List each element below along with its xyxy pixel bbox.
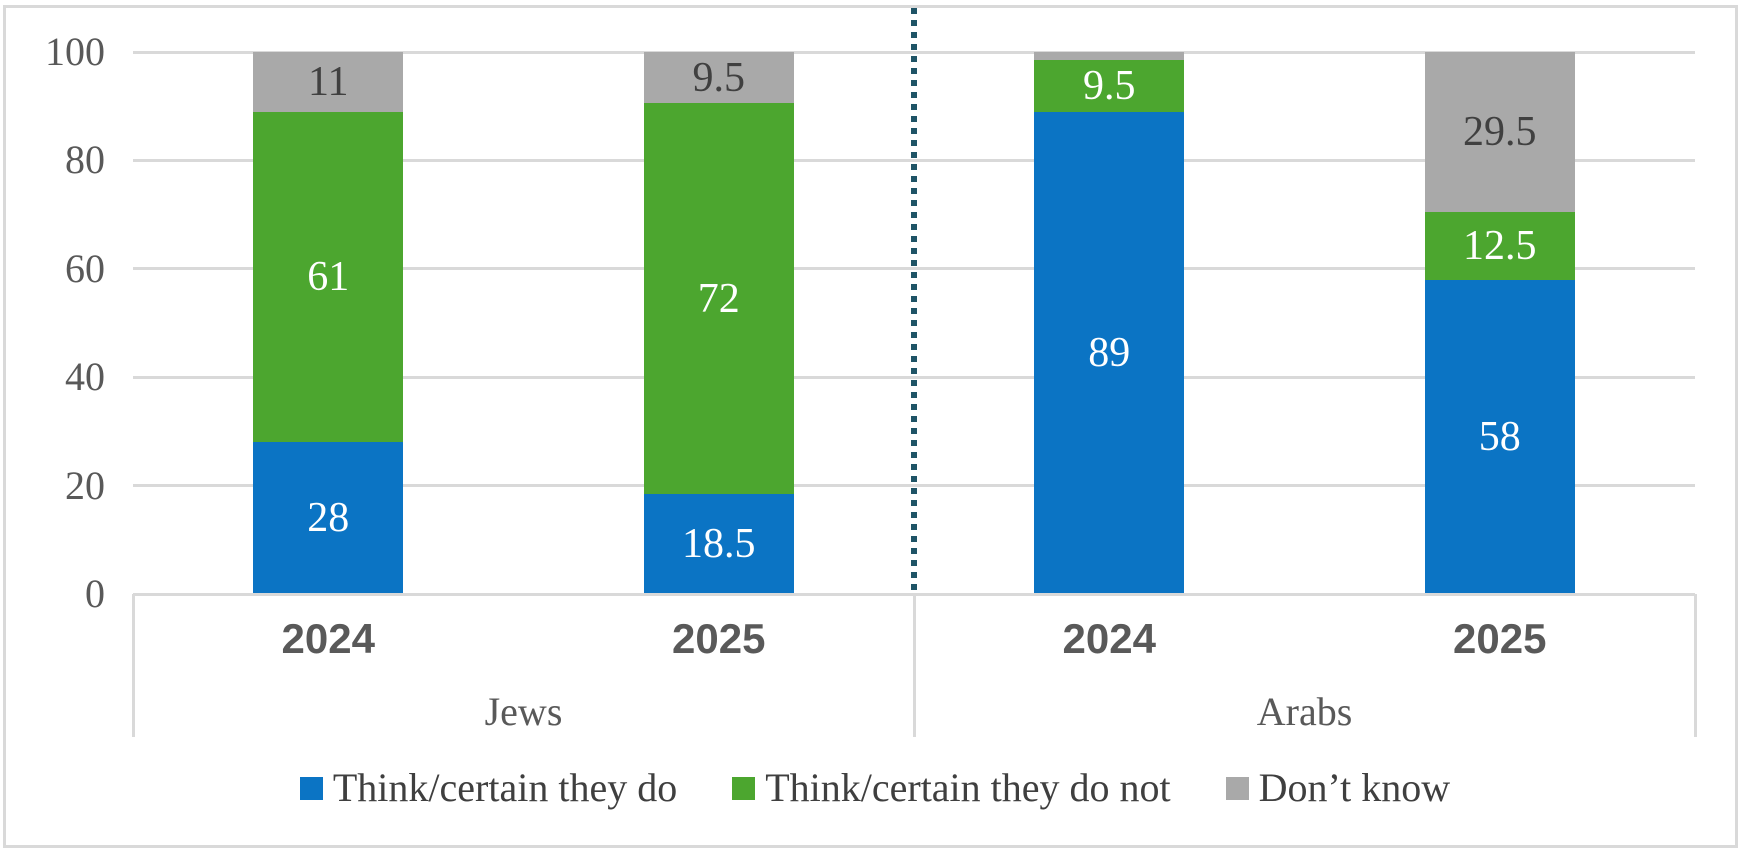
y-axis-tick-label: 60 <box>65 245 105 291</box>
bar-segment-value-label: 61 <box>307 253 350 300</box>
bar-segment: 9.5 <box>643 52 794 104</box>
bar-segment-value-label: 9.5 <box>692 54 746 101</box>
x-axis-category-label: 2025 <box>672 615 766 662</box>
bar-segment-value-label: 29.5 <box>1463 108 1537 155</box>
bar-segment: 89 <box>1034 111 1185 594</box>
legend-swatch-icon <box>732 776 756 800</box>
bar-segment: 11 <box>253 52 404 112</box>
x-axis-group-divider <box>912 594 916 737</box>
group-separator-dotted-line <box>911 8 917 594</box>
bar-segment-value-label: 12.5 <box>1463 222 1537 269</box>
y-axis-tick-label: 100 <box>45 29 105 74</box>
bar-segment: 18.5 <box>643 493 794 594</box>
bar-segment: 9.5 <box>1034 60 1185 112</box>
legend-swatch-icon <box>1225 776 1249 800</box>
bar-segment-value-label: 72 <box>697 275 740 322</box>
bar-segment-value-label: 18.5 <box>682 520 756 567</box>
y-axis-tick-label: 20 <box>65 462 105 508</box>
bar-segment-value-label: 11 <box>308 58 349 105</box>
legend-label: Don’t know <box>1258 765 1451 810</box>
bar-segment: 61 <box>253 111 404 443</box>
legend-item: Think/certain they do <box>299 765 678 810</box>
bar-segment: 58 <box>1424 279 1575 594</box>
x-axis-category-label: 2024 <box>281 615 375 662</box>
x-axis-category-label: 2025 <box>1453 615 1547 662</box>
y-axis-tick-label: 40 <box>65 354 105 400</box>
y-axis-tick-label: 80 <box>65 137 105 183</box>
legend-swatch-icon <box>299 776 323 800</box>
bar-segment: 12.5 <box>1424 211 1575 280</box>
bar-segment: 29.5 <box>1424 52 1575 212</box>
bar-segment: 28 <box>253 442 404 594</box>
bar-segment-value-label: 28 <box>307 495 350 542</box>
legend: Think/certain they do Think/certain they … <box>0 762 1750 814</box>
bar-segment-value-label: 89 <box>1088 329 1131 376</box>
x-axis-category-label: 2024 <box>1062 615 1156 662</box>
y-axis-tick-label: 0 <box>85 571 105 616</box>
legend-label: Think/certain they do not <box>765 765 1171 810</box>
x-axis-group-label: Arabs <box>1256 689 1353 734</box>
legend-label: Think/certain they do <box>332 765 678 810</box>
legend-item: Think/certain they do not <box>732 765 1171 810</box>
bar-segment: 72 <box>643 103 794 494</box>
bar-segment-value-label: 58 <box>1478 413 1521 460</box>
x-axis-group-divider <box>131 594 135 737</box>
legend-item: Don’t know <box>1225 765 1451 810</box>
bar-segment <box>1034 52 1185 61</box>
x-axis-group-divider <box>1693 594 1697 737</box>
x-axis-group-label: Jews <box>484 689 563 734</box>
bar-segment-value-label: 9.5 <box>1083 62 1136 109</box>
